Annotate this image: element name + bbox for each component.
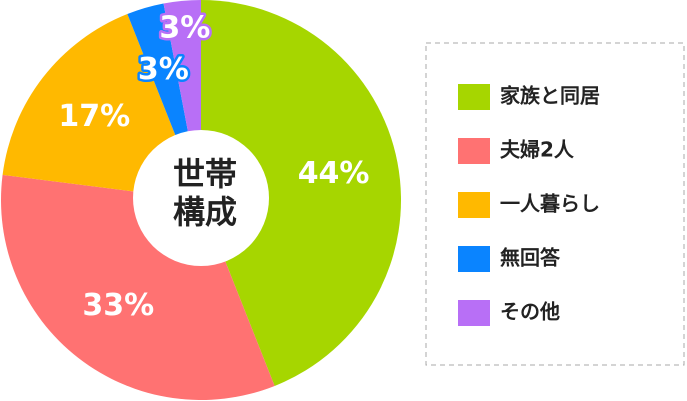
- data-label: 17%: [58, 99, 130, 134]
- legend-label: その他: [500, 300, 560, 324]
- legend-swatch: [458, 84, 490, 110]
- data-label: 3%: [159, 10, 210, 45]
- legend-label: 夫婦2人: [500, 138, 575, 162]
- legend-swatch: [458, 300, 490, 326]
- legend-label: 家族と同居: [500, 84, 600, 108]
- legend-swatch: [458, 246, 490, 272]
- data-label: 33%: [82, 288, 154, 323]
- data-label: 3%: [138, 52, 189, 87]
- legend-swatch: [458, 192, 490, 218]
- legend-swatch: [458, 138, 490, 164]
- legend-box: [425, 42, 685, 366]
- donut-hole: [133, 130, 269, 266]
- chart-title: 世帯構成: [172, 155, 237, 231]
- pie-slice: [201, 0, 401, 386]
- legend-label: 無回答: [500, 246, 561, 270]
- legend-label: 一人暮らし: [500, 192, 600, 216]
- data-label: 44%: [298, 156, 370, 191]
